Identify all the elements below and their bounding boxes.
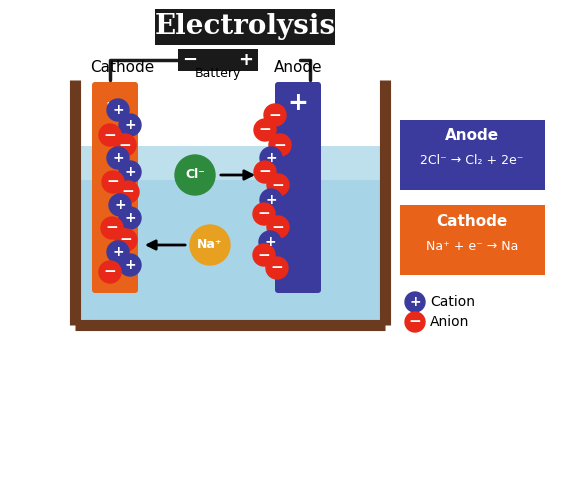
FancyBboxPatch shape	[79, 146, 381, 180]
Circle shape	[405, 292, 425, 312]
Text: Cathode: Cathode	[436, 214, 507, 230]
Circle shape	[254, 161, 276, 183]
Circle shape	[267, 216, 289, 238]
Circle shape	[119, 114, 141, 136]
Text: −: −	[103, 264, 116, 280]
Text: −: −	[409, 314, 422, 330]
Text: +: +	[264, 235, 276, 249]
Circle shape	[266, 257, 288, 279]
Text: +: +	[265, 193, 277, 207]
Circle shape	[102, 171, 124, 193]
Text: +: +	[112, 103, 124, 117]
Text: −: −	[106, 220, 119, 236]
Text: −: −	[257, 206, 270, 222]
Text: −: −	[183, 51, 198, 69]
FancyBboxPatch shape	[92, 82, 138, 293]
Text: +: +	[124, 165, 136, 179]
Text: −: −	[103, 128, 116, 142]
Text: −: −	[269, 108, 282, 122]
Circle shape	[175, 155, 215, 195]
Circle shape	[264, 104, 286, 126]
Text: Anion: Anion	[430, 315, 469, 329]
Text: −: −	[119, 138, 132, 152]
Text: −: −	[105, 91, 125, 115]
Text: Na⁺ + e⁻ → Na: Na⁺ + e⁻ → Na	[426, 240, 518, 254]
Circle shape	[107, 147, 129, 169]
Circle shape	[267, 174, 289, 196]
Circle shape	[253, 244, 275, 266]
Text: −: −	[259, 122, 271, 138]
Text: −: −	[271, 178, 284, 192]
FancyBboxPatch shape	[178, 49, 258, 71]
Text: +: +	[114, 198, 126, 212]
Text: Na⁺: Na⁺	[197, 238, 223, 252]
Text: −: −	[271, 260, 283, 276]
Text: 2Cl⁻ → Cl₂ + 2e⁻: 2Cl⁻ → Cl₂ + 2e⁻	[420, 154, 524, 166]
Text: Electrolysis: Electrolysis	[155, 14, 336, 40]
Circle shape	[117, 181, 139, 203]
Circle shape	[101, 217, 123, 239]
Text: −: −	[257, 248, 270, 262]
Text: Cathode: Cathode	[90, 60, 154, 75]
Circle shape	[260, 147, 282, 169]
FancyBboxPatch shape	[155, 9, 335, 45]
Text: −: −	[120, 232, 133, 248]
Text: +: +	[124, 211, 136, 225]
Text: +: +	[112, 151, 124, 165]
Text: −: −	[271, 220, 284, 234]
FancyBboxPatch shape	[400, 205, 545, 275]
Text: Anode: Anode	[274, 60, 323, 75]
Circle shape	[260, 189, 282, 211]
Circle shape	[107, 99, 129, 121]
Circle shape	[254, 119, 276, 141]
Text: +: +	[265, 151, 277, 165]
Circle shape	[109, 194, 131, 216]
Text: −: −	[121, 184, 134, 200]
Text: +: +	[124, 118, 136, 132]
Circle shape	[107, 241, 129, 263]
Circle shape	[269, 134, 291, 156]
Text: Battery: Battery	[195, 67, 241, 80]
Text: +: +	[238, 51, 253, 69]
Circle shape	[259, 231, 281, 253]
Text: +: +	[288, 91, 309, 115]
Circle shape	[119, 254, 141, 276]
Text: −: −	[274, 138, 287, 152]
Circle shape	[119, 207, 141, 229]
Circle shape	[99, 124, 121, 146]
Circle shape	[190, 225, 230, 265]
Circle shape	[253, 203, 275, 225]
Circle shape	[99, 261, 121, 283]
Text: +: +	[124, 258, 136, 272]
Circle shape	[405, 312, 425, 332]
Text: Anode: Anode	[445, 128, 499, 142]
Circle shape	[115, 229, 137, 251]
FancyBboxPatch shape	[275, 82, 321, 293]
Text: −: −	[107, 174, 119, 190]
Text: Cation: Cation	[430, 295, 475, 309]
FancyBboxPatch shape	[79, 146, 381, 321]
Circle shape	[119, 161, 141, 183]
Text: +: +	[409, 295, 421, 309]
Text: −: −	[259, 164, 271, 180]
FancyBboxPatch shape	[400, 120, 545, 190]
Text: Cl⁻: Cl⁻	[185, 168, 205, 181]
Text: +: +	[112, 245, 124, 259]
Circle shape	[114, 134, 136, 156]
